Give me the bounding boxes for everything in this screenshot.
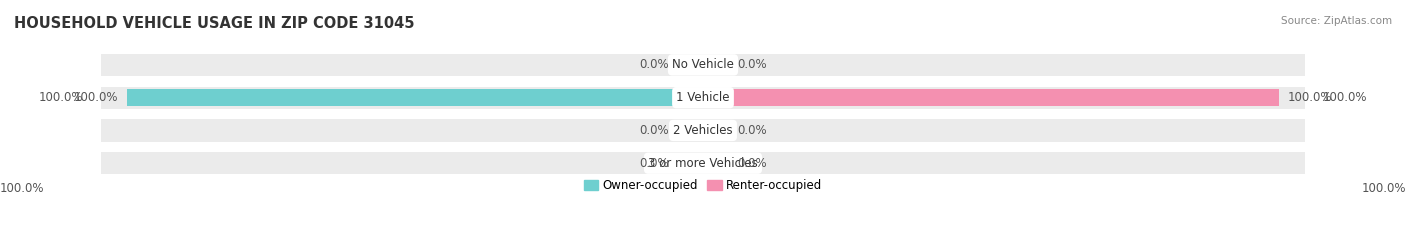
Text: HOUSEHOLD VEHICLE USAGE IN ZIP CODE 31045: HOUSEHOLD VEHICLE USAGE IN ZIP CODE 3104… bbox=[14, 16, 415, 31]
Bar bbox=[101, 54, 703, 76]
Bar bbox=[703, 89, 1279, 106]
Text: 0.0%: 0.0% bbox=[638, 157, 668, 170]
Legend: Owner-occupied, Renter-occupied: Owner-occupied, Renter-occupied bbox=[579, 175, 827, 197]
Text: Source: ZipAtlas.com: Source: ZipAtlas.com bbox=[1281, 16, 1392, 26]
Text: 1 Vehicle: 1 Vehicle bbox=[676, 91, 730, 104]
Text: 0.0%: 0.0% bbox=[638, 124, 668, 137]
Bar bbox=[678, 56, 703, 73]
Bar bbox=[703, 56, 728, 73]
Bar bbox=[703, 86, 1305, 109]
Text: 100.0%: 100.0% bbox=[0, 182, 45, 195]
Bar bbox=[703, 122, 728, 139]
Text: No Vehicle: No Vehicle bbox=[672, 58, 734, 71]
Text: 3 or more Vehicles: 3 or more Vehicles bbox=[648, 157, 758, 170]
Bar bbox=[101, 119, 703, 142]
Bar bbox=[703, 155, 728, 172]
Bar bbox=[101, 86, 703, 109]
Bar bbox=[703, 119, 1305, 142]
Bar bbox=[703, 54, 1305, 76]
Text: 100.0%: 100.0% bbox=[73, 91, 118, 104]
Bar bbox=[678, 155, 703, 172]
Text: 100.0%: 100.0% bbox=[39, 91, 83, 104]
Bar bbox=[127, 89, 703, 106]
Bar bbox=[703, 152, 1305, 174]
Text: 100.0%: 100.0% bbox=[1323, 91, 1367, 104]
Bar bbox=[101, 152, 703, 174]
Text: 0.0%: 0.0% bbox=[738, 58, 768, 71]
Text: 0.0%: 0.0% bbox=[738, 124, 768, 137]
Text: 100.0%: 100.0% bbox=[1361, 182, 1406, 195]
Bar bbox=[678, 122, 703, 139]
Text: 100.0%: 100.0% bbox=[1288, 91, 1333, 104]
Text: 0.0%: 0.0% bbox=[638, 58, 668, 71]
Text: 0.0%: 0.0% bbox=[738, 157, 768, 170]
Text: 2 Vehicles: 2 Vehicles bbox=[673, 124, 733, 137]
